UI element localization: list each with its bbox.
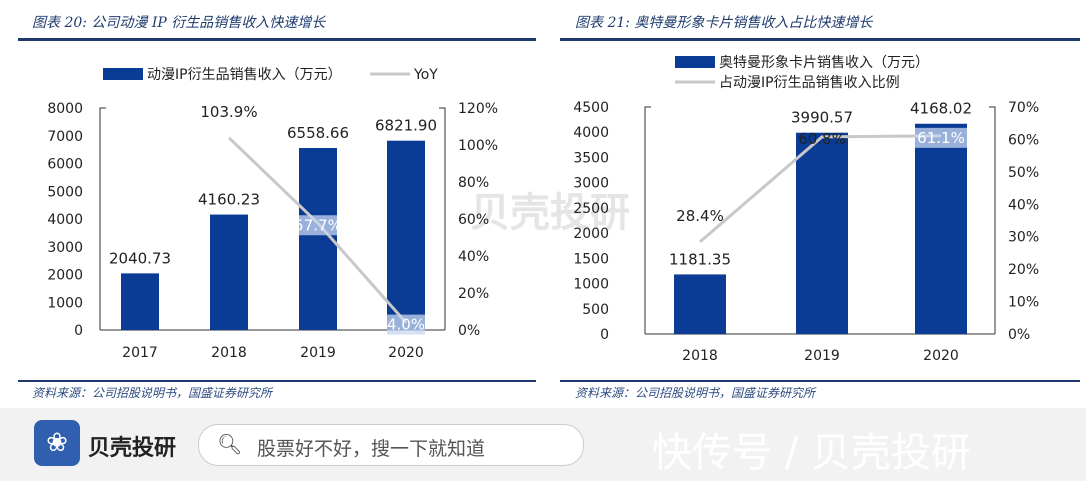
y-tick-label: 1000 <box>573 277 609 293</box>
legend-bar-swatch <box>103 68 143 80</box>
left-axis <box>644 106 651 334</box>
y-tick-label: 2500 <box>573 201 609 217</box>
y2-tick-label: 30% <box>1008 230 1039 246</box>
y2-tick-label: 40% <box>458 249 489 265</box>
x-tick-label: 2018 <box>682 348 718 364</box>
y-tick-label: 7000 <box>47 129 83 145</box>
x-tick-label: 2017 <box>122 345 158 361</box>
right-axis <box>439 107 446 330</box>
logo-icon[interactable]: ❀ <box>34 420 80 466</box>
divider <box>18 380 536 382</box>
x-tick-label: 2020 <box>923 348 959 364</box>
line-data-label: 61.1% <box>917 129 965 147</box>
y2-tick-label: 120% <box>458 101 498 117</box>
y2-tick-label: 60% <box>1008 132 1039 148</box>
bar-data-label: 4160.23 <box>198 191 260 209</box>
charts: 0100020003000400050006000700080000%20%40… <box>47 54 1039 364</box>
y-tick-label: 4500 <box>573 100 609 116</box>
search-icon[interactable]: 🔍︎ <box>217 432 243 456</box>
y-tick-label: 8000 <box>47 101 83 117</box>
line-data-label: 60.8% <box>798 130 846 148</box>
y-tick-label: 0 <box>74 323 83 339</box>
y2-tick-label: 20% <box>1008 262 1039 278</box>
y-tick-label: 4000 <box>573 125 609 141</box>
y2-tick-label: 0% <box>1008 327 1030 343</box>
chart1-title: 图表 20: 公司动漫 IP 衍生品销售收入快速增长 <box>32 15 326 31</box>
search-placeholder: 股票好不好，搜一下就知道 <box>257 438 486 460</box>
y2-tick-label: 80% <box>458 175 489 191</box>
legend-bar-swatch <box>675 56 715 68</box>
bar-data-label: 2040.73 <box>109 249 171 267</box>
bar <box>210 214 248 330</box>
line-data-label: 28.4% <box>676 207 724 225</box>
chart2-source: 资料来源：公司招股说明书，国盛证券研究所 <box>575 386 816 400</box>
y-tick-label: 1000 <box>47 295 83 311</box>
line-data-label: 4.0% <box>387 316 425 334</box>
bar <box>387 140 425 330</box>
x-tick-label: 2019 <box>300 345 336 361</box>
legend-bar-label: 动漫IP衍生品销售收入（万元） <box>147 67 342 83</box>
y2-tick-label: 100% <box>458 138 498 154</box>
brand-name[interactable]: 贝壳投研 <box>88 436 177 461</box>
y-tick-label: 1500 <box>573 251 609 267</box>
bar <box>121 273 159 330</box>
y-tick-label: 5000 <box>47 184 83 200</box>
y2-tick-label: 10% <box>1008 295 1039 311</box>
x-tick-label: 2019 <box>804 348 840 364</box>
line-data-label: 57.7% <box>294 216 342 234</box>
footer-watermark: 快传号 / 贝壳投研 <box>652 430 971 476</box>
bar <box>674 274 726 334</box>
y-tick-label: 3000 <box>47 240 83 256</box>
bar <box>796 132 848 334</box>
y-tick-label: 4000 <box>47 212 83 228</box>
legend-bar-label: 奥特曼形象卡片销售收入（万元） <box>719 54 929 71</box>
y2-tick-label: 60% <box>458 212 489 228</box>
line-label-box <box>387 314 425 335</box>
y-tick-label: 2000 <box>573 226 609 242</box>
footer-bar: ❀ 贝壳投研 🔍︎ 股票好不好，搜一下就知道 快传号 / 贝壳投研 <box>0 408 1086 481</box>
y2-tick-label: 40% <box>1008 197 1039 213</box>
chart2-title: 图表 21: 奥特曼形象卡片销售收入占比快速增长 <box>575 15 873 31</box>
bar-data-label: 1181.35 <box>669 250 731 268</box>
search-input[interactable]: 🔍︎ 股票好不好，搜一下就知道 <box>198 424 584 466</box>
legend-line-label: YoY <box>413 67 438 83</box>
line-label-box <box>299 215 337 236</box>
line-series <box>699 134 942 244</box>
left-axis <box>99 107 106 330</box>
chart1-source: 资料来源：公司招股说明书，国盛证券研究所 <box>32 386 273 400</box>
bar-data-label: 6821.90 <box>375 117 437 135</box>
y-tick-label: 3000 <box>573 176 609 192</box>
y-tick-label: 2000 <box>47 268 83 284</box>
line-data-label: 103.9% <box>200 103 257 121</box>
y-tick-label: 6000 <box>47 157 83 173</box>
x-tick-label: 2020 <box>388 345 424 361</box>
bar-data-label: 6558.66 <box>287 124 349 142</box>
y-tick-label: 0 <box>600 327 609 343</box>
x-tick-label: 2018 <box>211 345 247 361</box>
y2-tick-label: 0% <box>458 323 480 339</box>
bar-data-label: 3990.57 <box>791 109 853 127</box>
divider <box>18 38 536 41</box>
y-tick-label: 500 <box>582 302 609 318</box>
bar <box>915 123 967 334</box>
y-tick-label: 3500 <box>573 150 609 166</box>
right-axis <box>989 106 996 334</box>
y2-tick-label: 50% <box>1008 165 1039 181</box>
divider <box>560 380 1080 382</box>
divider <box>560 38 1080 41</box>
watermark: 贝壳投研 <box>470 190 630 236</box>
legend-line-label: 占动漫IP衍生品销售收入比例 <box>719 75 900 91</box>
bar-data-label: 4168.02 <box>910 100 972 118</box>
y2-tick-label: 20% <box>458 286 489 302</box>
y2-tick-label: 70% <box>1008 100 1039 116</box>
line-label-box <box>915 127 967 148</box>
